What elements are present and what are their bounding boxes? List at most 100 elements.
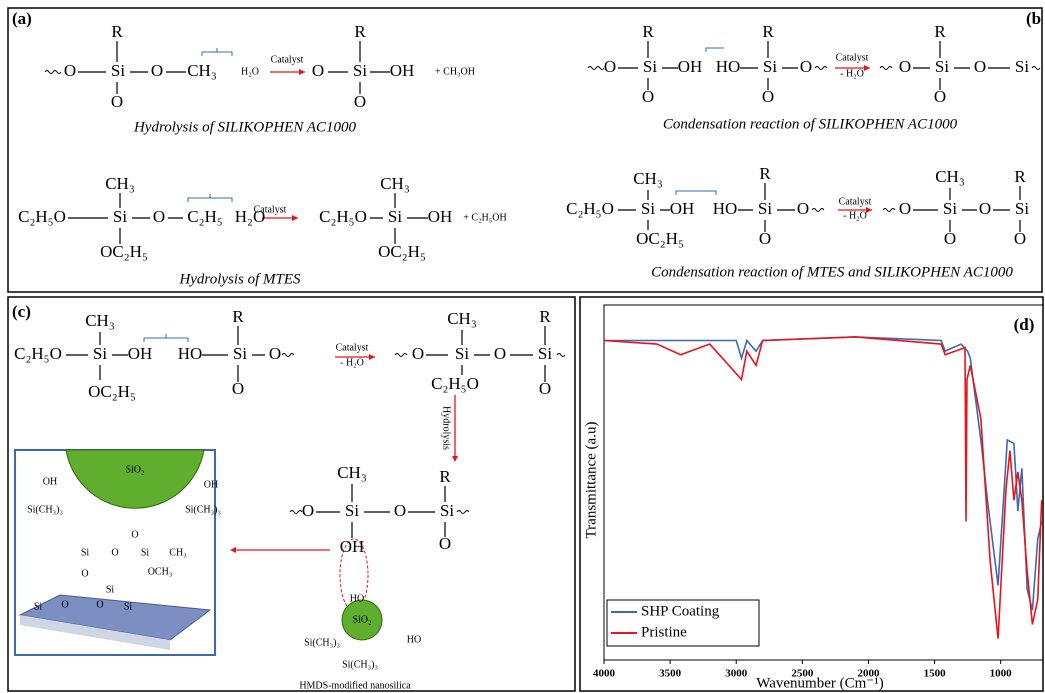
chem-text: R <box>354 22 366 41</box>
chem-text: HO <box>407 634 421 645</box>
chem-text: O <box>131 529 138 540</box>
x-axis-label: Wavenumber (Cm⁻¹) <box>756 675 883 691</box>
chem-text: O <box>944 229 956 248</box>
chem-text: CH₃ <box>105 174 135 193</box>
chem-text: CH₃ <box>380 174 410 193</box>
x-tick-label: 3000 <box>725 668 748 680</box>
chem-text: OH <box>204 479 218 490</box>
chem-text: O <box>539 379 551 398</box>
chem-text: Si(CH₃)₃ <box>304 637 340 648</box>
panel-label: (a) <box>12 9 32 28</box>
chem-text: O <box>64 61 76 80</box>
chem-text: O <box>302 501 314 520</box>
y-axis-label: Transmittance (a.u) <box>583 422 599 539</box>
chem-text: O <box>974 57 986 76</box>
caption: Hydrolysis of MTES <box>178 271 301 287</box>
chem-text: O <box>61 599 68 610</box>
chem-text: HO <box>178 344 203 363</box>
chem-text: O <box>604 57 616 76</box>
chem-text: OH <box>390 61 415 80</box>
chem-text: R <box>934 22 946 41</box>
chem-text: OH <box>678 57 703 76</box>
chem-text: - H₂O <box>840 68 864 79</box>
chem-text: OC₂H₅ <box>378 242 426 261</box>
chem-text: OH <box>670 199 695 218</box>
chem-text: O <box>979 199 991 218</box>
chem-text: O <box>153 207 165 226</box>
chem-text: O <box>412 344 424 363</box>
chem-text: O <box>439 534 451 553</box>
caption: Condensation reaction of MTES and SILIKO… <box>651 264 1013 280</box>
chem-text: Si <box>455 344 469 363</box>
chem-text: O <box>1014 229 1026 248</box>
figure: (a) (b (c) Hydrolysis of SILIKOPHEN AC10… <box>0 0 1045 693</box>
chem-text: OH <box>128 344 153 363</box>
chem-text: O <box>111 547 118 558</box>
chem-text: O <box>354 92 366 111</box>
panel-ab-frame <box>8 8 1042 292</box>
chem-text: C₂H₅O <box>18 207 66 226</box>
legend-label: Pristine <box>641 624 687 640</box>
chem-text: OCH₃ <box>148 566 173 577</box>
chem-text: HO <box>713 199 738 218</box>
chem-text: C₂H₅O <box>431 374 479 393</box>
panel-label: (c) <box>12 302 31 321</box>
chem-text: Si <box>106 584 115 595</box>
chem-text: R <box>232 307 244 326</box>
x-tick-label: 3500 <box>659 668 682 680</box>
chem-text: Si(CH₃)₃ <box>342 659 378 670</box>
chem-text: C₂H₅ <box>187 207 223 226</box>
chem-text: Catalyst <box>836 52 869 63</box>
chem-text: Si(CH₃)₃ <box>27 504 63 515</box>
chem-text: O <box>96 599 103 610</box>
chem-text: Si <box>353 61 367 80</box>
chem-text: Si <box>93 344 107 363</box>
chem-text: SiO₂ <box>352 614 371 625</box>
chem-text: O <box>232 379 244 398</box>
chem-text: O <box>759 229 771 248</box>
chem-text: O <box>899 199 911 218</box>
chem-text: O <box>899 57 911 76</box>
chem-text: Si <box>1015 199 1029 218</box>
chem-text: Si <box>111 61 125 80</box>
chem-text: HO <box>716 57 741 76</box>
chem-text: O <box>762 87 774 106</box>
chem-text: O <box>312 61 324 80</box>
chem-text: C₂H₅O <box>566 199 614 218</box>
chem-text: Si <box>81 547 90 558</box>
chem-text: Si <box>943 199 957 218</box>
chem-text: O <box>81 568 88 579</box>
chem-text: OC₂H₅ <box>100 242 148 261</box>
chem-text: Si <box>124 601 133 612</box>
chem-text: Si <box>440 501 454 520</box>
chem-text: Si <box>345 501 359 520</box>
chem-text: CH₃ <box>187 61 217 80</box>
chem-text: O <box>642 87 654 106</box>
chem-text: Si <box>1015 57 1029 76</box>
chem-text: Si <box>641 199 655 218</box>
chem-text: R <box>539 307 551 326</box>
chem-text: R <box>111 22 123 41</box>
chem-text: OH <box>340 537 365 556</box>
chem-text: CH₃ <box>447 309 477 328</box>
chem-text: O <box>269 344 281 363</box>
chem-text: - H₂O <box>340 357 364 368</box>
chem-text: Si <box>763 57 777 76</box>
chem-text: Si(CH₃)₃ <box>185 504 221 515</box>
chem-text: C₂H₅O <box>319 207 367 226</box>
chem-text: OH <box>428 207 453 226</box>
chem-text: + C₂H₅OH <box>463 212 506 223</box>
chem-text: OC₂H₅ <box>88 382 136 401</box>
chem-text: Catalyst <box>254 204 287 215</box>
ftir-chart: (d)4000350030002500200015001000Wavenumbe… <box>583 305 1043 691</box>
chem-text: Catalyst <box>336 342 369 353</box>
chem-text: CH₃ <box>633 169 663 188</box>
legend-label: SHP Coating <box>641 603 720 619</box>
chem-text: H₂O <box>241 66 259 77</box>
chem-text: R <box>762 22 774 41</box>
chem-text: R <box>1014 167 1026 186</box>
caption: Condensation reaction of SILIKOPHEN AC10… <box>663 116 958 132</box>
chem-text: O <box>494 344 506 363</box>
chem-text: OC₂H₅ <box>636 229 684 248</box>
chem-text: Hydrolysis <box>441 406 452 450</box>
